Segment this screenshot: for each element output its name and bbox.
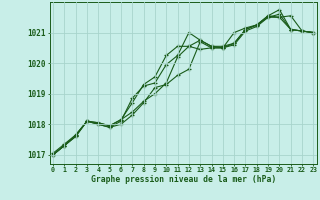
X-axis label: Graphe pression niveau de la mer (hPa): Graphe pression niveau de la mer (hPa) [91, 175, 276, 184]
